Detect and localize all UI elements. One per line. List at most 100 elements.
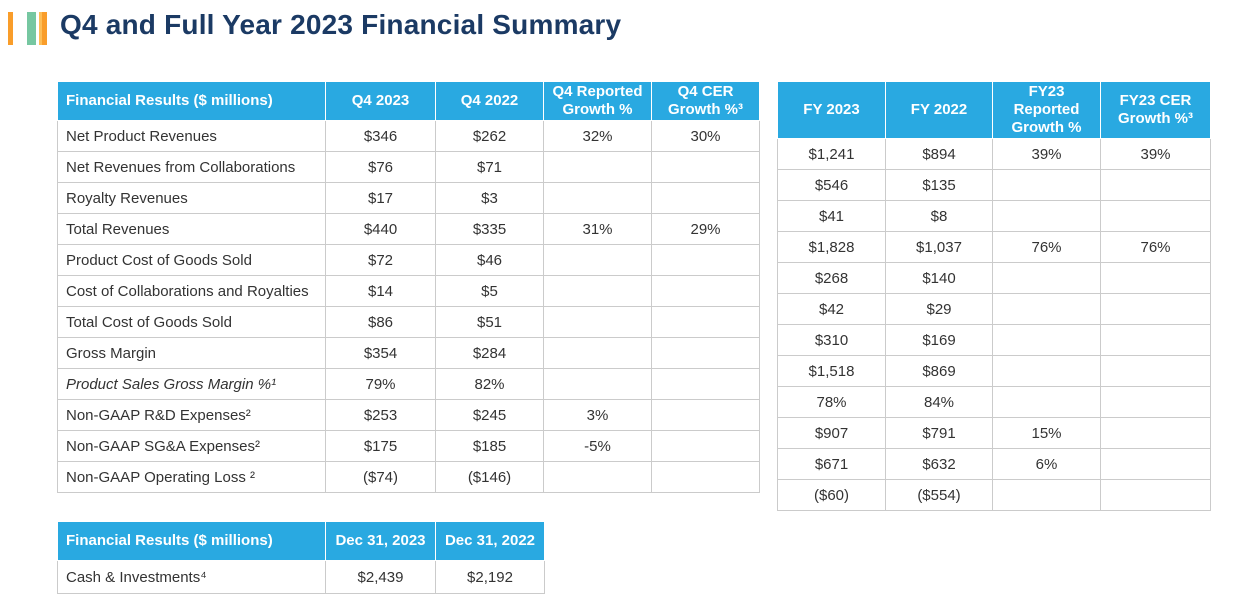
cell: $1,518: [777, 355, 886, 387]
row-label: Cost of Collaborations and Royalties: [57, 275, 326, 307]
cell: [651, 399, 760, 431]
q4-header-q4-2023: Q4 2023: [325, 81, 436, 121]
cell: $3: [435, 182, 544, 214]
row-label: Net Product Revenues: [57, 120, 326, 152]
cell: $268: [777, 262, 886, 294]
cell: $894: [885, 138, 993, 170]
cell: -5%: [543, 430, 652, 462]
q4-header-cer-growth: Q4 CER Growth %³: [651, 81, 760, 121]
cell: $907: [777, 417, 886, 449]
cell: [543, 337, 652, 369]
table-row: 78% 84%: [777, 386, 1211, 418]
row-label: Product Sales Gross Margin %¹: [57, 368, 326, 400]
row-label: Non-GAAP SG&A Expenses²: [57, 430, 326, 462]
cell: $632: [885, 448, 993, 480]
q4-results-table-container: Financial Results ($ millions) Q4 2023 Q…: [57, 81, 760, 493]
cell: $41: [777, 200, 886, 232]
cell: 30%: [651, 120, 760, 152]
cash-header-row: Financial Results ($ millions) Dec 31, 2…: [57, 521, 545, 561]
cell: [651, 306, 760, 338]
cell: [992, 355, 1101, 387]
cash-table: Financial Results ($ millions) Dec 31, 2…: [57, 521, 545, 594]
cell: $346: [325, 120, 436, 152]
logo-bar-orange2-icon: [39, 12, 47, 45]
cell: [1100, 479, 1211, 511]
table-row: Royalty Revenues $17 $3: [57, 182, 760, 214]
logo-bar-green-icon: [27, 12, 36, 45]
q4-header-q4-2022: Q4 2022: [435, 81, 544, 121]
fy-results-table: FY 2023 FY 2022 FY23 Reported Growth % F…: [777, 81, 1211, 511]
cell: [543, 368, 652, 400]
cell: $253: [325, 399, 436, 431]
cell: $262: [435, 120, 544, 152]
cell: [992, 169, 1101, 201]
cell: $284: [435, 337, 544, 369]
cell: $546: [777, 169, 886, 201]
cell: [651, 430, 760, 462]
row-label: Total Revenues: [57, 213, 326, 245]
cell: ($60): [777, 479, 886, 511]
cell: $2,192: [435, 560, 545, 594]
q4-results-table: Financial Results ($ millions) Q4 2023 Q…: [57, 81, 760, 493]
cell: $71: [435, 151, 544, 183]
cell: [651, 151, 760, 183]
cell: [651, 368, 760, 400]
cell: 32%: [543, 120, 652, 152]
cell: $140: [885, 262, 993, 294]
fy-results-table-container: FY 2023 FY 2022 FY23 Reported Growth % F…: [777, 81, 1211, 511]
cell: [1100, 169, 1211, 201]
cell: $169: [885, 324, 993, 356]
cell: $76: [325, 151, 436, 183]
cell: $5: [435, 275, 544, 307]
cell: $51: [435, 306, 544, 338]
cell: $175: [325, 430, 436, 462]
row-label: Royalty Revenues: [57, 182, 326, 214]
cell: [992, 200, 1101, 232]
cell: [992, 324, 1101, 356]
cell: [543, 275, 652, 307]
cell: [1100, 262, 1211, 294]
cell: $1,828: [777, 231, 886, 263]
cell: [992, 386, 1101, 418]
table-row: Product Sales Gross Margin %¹ 79% 82%: [57, 368, 760, 400]
table-row: Product Cost of Goods Sold $72 $46: [57, 244, 760, 276]
cell: ($554): [885, 479, 993, 511]
table-row: ($60) ($554): [777, 479, 1211, 511]
cell: $354: [325, 337, 436, 369]
table-row: $671 $632 6%: [777, 448, 1211, 480]
table-row: $546 $135: [777, 169, 1211, 201]
q4-header-row: Financial Results ($ millions) Q4 2023 Q…: [57, 81, 760, 121]
cell: 6%: [992, 448, 1101, 480]
cell: $46: [435, 244, 544, 276]
table-row: Gross Margin $354 $284: [57, 337, 760, 369]
cell: ($74): [325, 461, 436, 493]
cell: [1100, 324, 1211, 356]
cell: 15%: [992, 417, 1101, 449]
table-row: Total Cost of Goods Sold $86 $51: [57, 306, 760, 338]
cash-table-container: Financial Results ($ millions) Dec 31, 2…: [57, 521, 545, 594]
cell: $671: [777, 448, 886, 480]
row-label: Total Cost of Goods Sold: [57, 306, 326, 338]
table-row: Cash & Investments⁴ $2,439 $2,192: [57, 560, 545, 594]
cell: [543, 182, 652, 214]
table-row: $1,518 $869: [777, 355, 1211, 387]
table-row: $268 $140: [777, 262, 1211, 294]
cell: 79%: [325, 368, 436, 400]
table-row: Non-GAAP R&D Expenses² $253 $245 3%: [57, 399, 760, 431]
cell: $42: [777, 293, 886, 325]
row-label: Non-GAAP Operating Loss ²: [57, 461, 326, 493]
cell: [1100, 293, 1211, 325]
cell: [651, 275, 760, 307]
cell: $86: [325, 306, 436, 338]
cell: [1100, 355, 1211, 387]
table-row: $41 $8: [777, 200, 1211, 232]
cell: [1100, 200, 1211, 232]
cell: [651, 337, 760, 369]
cell: [543, 244, 652, 276]
cell: $14: [325, 275, 436, 307]
cell: $72: [325, 244, 436, 276]
table-row: Cost of Collaborations and Royalties $14…: [57, 275, 760, 307]
cell: $245: [435, 399, 544, 431]
fy-header-cer-growth: FY23 CER Growth %³: [1100, 81, 1211, 139]
